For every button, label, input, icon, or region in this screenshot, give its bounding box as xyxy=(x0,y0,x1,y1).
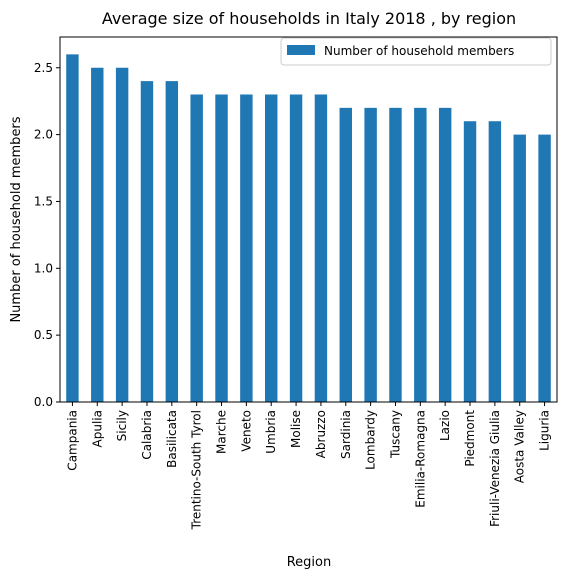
bar-apulia xyxy=(91,67,104,402)
bar-aosta-valley xyxy=(513,134,526,402)
x-tick-label: Emilia-Romagna xyxy=(413,410,427,508)
y-tick-label: 0.5 xyxy=(34,328,53,342)
bar-molise xyxy=(289,94,303,402)
legend-label: Number of household members xyxy=(324,44,514,58)
plot-frame xyxy=(59,36,558,403)
bar-abruzzo xyxy=(314,94,328,402)
bar-umbria xyxy=(265,94,278,402)
bar-sardinia xyxy=(339,107,352,402)
bar-lazio xyxy=(438,107,452,402)
bar-veneto xyxy=(240,94,253,402)
x-tick-label: Molise xyxy=(289,410,303,448)
x-tick-label: Abruzzo xyxy=(314,410,328,458)
chart-title: Average size of households in Italy 2018… xyxy=(102,9,516,28)
bar-piedmont xyxy=(463,121,477,402)
x-axis-label: Region xyxy=(287,555,332,570)
x-tick-label: Umbria xyxy=(264,410,278,454)
bar-trentino-south-tyrol xyxy=(190,94,203,402)
legend-swatch xyxy=(287,45,315,55)
x-tick-label: Apulia xyxy=(90,410,104,447)
x-tick-label: Aosta Valley xyxy=(513,410,527,483)
x-axis: Campania Apulia Sicily Calabria Basilicata Tr… xyxy=(65,402,552,530)
y-tick-label: 1.0 xyxy=(34,261,53,275)
y-axis-label: Number of household members xyxy=(9,116,24,322)
x-tick-label: Calabria xyxy=(140,410,154,460)
x-tick-label: Friuli-Venezia Giulia xyxy=(488,410,502,527)
bar-friuli-venezia-giulia xyxy=(488,121,502,402)
x-tick-label: Liguria xyxy=(538,410,552,451)
x-tick-label: Trentino-South Tyrol xyxy=(190,410,204,530)
bar-calabria xyxy=(140,81,154,402)
y-tick-label: 0.0 xyxy=(34,395,53,409)
x-tick-label: Tuscany xyxy=(388,410,402,459)
x-tick-label: Lombardy xyxy=(364,410,378,470)
y-tick-label: 2.0 xyxy=(34,128,53,142)
bar-tuscany xyxy=(389,107,402,402)
bar-basilicata xyxy=(165,81,179,402)
x-tick-label: Piedmont xyxy=(463,410,477,467)
x-tick-label: Veneto xyxy=(239,410,253,452)
x-tick-label: Sardinia xyxy=(339,410,353,459)
x-tick-label: Campania xyxy=(65,410,79,471)
legend: Number of household members xyxy=(280,37,552,66)
bar-sicily xyxy=(115,67,129,402)
bar-emilia-romagna xyxy=(414,107,427,402)
x-tick-label: Basilicata xyxy=(165,410,179,468)
x-tick-label: Marche xyxy=(215,410,229,454)
bars-group xyxy=(66,54,551,402)
bar-campania xyxy=(66,54,79,402)
y-tick-label: 2.5 xyxy=(34,61,53,75)
y-tick-label: 1.5 xyxy=(34,194,53,208)
bar-marche xyxy=(215,94,228,402)
x-tick-label: Sicily xyxy=(115,410,129,441)
y-axis: 0.0 0.5 1.0 1.5 2.0 2.5 xyxy=(34,61,60,409)
x-tick-label: Lazio xyxy=(438,410,452,441)
bar-lombardy xyxy=(364,107,377,402)
legend-box xyxy=(280,37,552,66)
bar-liguria xyxy=(538,134,551,402)
